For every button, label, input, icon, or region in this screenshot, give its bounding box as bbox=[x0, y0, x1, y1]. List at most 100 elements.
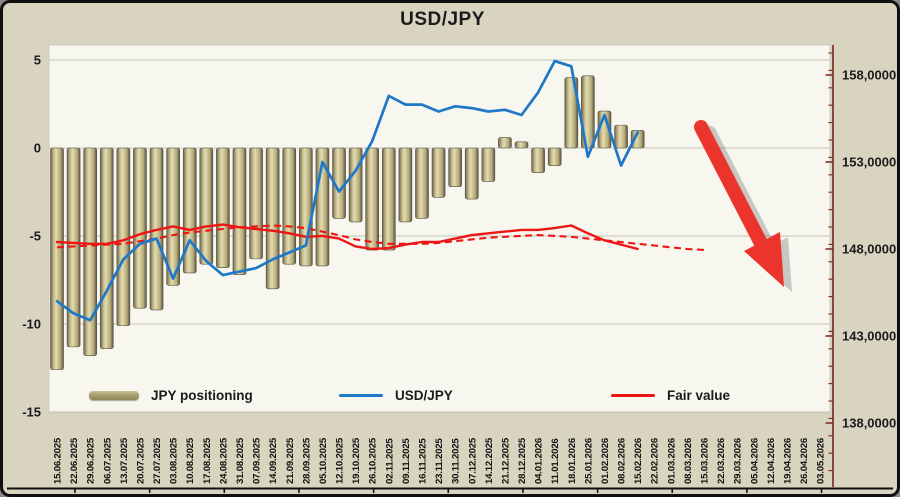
red-down-arrow-icon bbox=[694, 120, 792, 292]
x-axis-labels: 15.06.2025 22.06.2025 29.06.2025 06.07.2025… bbox=[53, 437, 827, 484]
x-axis-label: 04.01.2026 bbox=[534, 438, 545, 484]
legend-item-usdjpy: USD/JPY bbox=[339, 385, 453, 405]
x-axis-label: 03.08.2025 bbox=[169, 437, 180, 484]
bar-jpy-positioning bbox=[547, 147, 562, 166]
x-axis-label: 03.05.2026 bbox=[816, 438, 827, 484]
x-axis-label: 19.10.2025 bbox=[351, 437, 362, 484]
bar-jpy-positioning bbox=[182, 147, 197, 274]
x-axis-label: 16.11.2025 bbox=[417, 438, 428, 484]
legend-item-jpy-positioning: JPY positioning bbox=[89, 385, 253, 405]
x-axis-label: 10.08.2025 bbox=[185, 437, 196, 484]
jpy-positioning-swatch-icon bbox=[89, 390, 139, 400]
bar-jpy-positioning bbox=[514, 141, 529, 149]
x-axis-label: 09.11.2025 bbox=[401, 438, 412, 484]
bar-jpy-positioning bbox=[365, 147, 380, 251]
x-axis-label: 12.04.2026 bbox=[766, 438, 777, 484]
bar-jpy-positioning bbox=[265, 147, 280, 290]
x-axis-label: 22.06.2025 bbox=[69, 437, 80, 484]
bar-jpy-positioning bbox=[398, 147, 413, 223]
x-axis-label: 17.08.2025 bbox=[202, 437, 213, 484]
x-axis-label: 08.02.2026 bbox=[617, 438, 628, 484]
bar-jpy-positioning bbox=[415, 147, 429, 219]
bar-jpy-positioning bbox=[249, 147, 263, 260]
arrow-shaft bbox=[694, 120, 774, 262]
x-axis-label: 31.08.2025 bbox=[235, 437, 246, 484]
legend-label: USD/JPY bbox=[395, 387, 453, 403]
x-axis-label: 07.09.2025 bbox=[252, 437, 263, 484]
right-axis-label: 143,0000 bbox=[842, 329, 896, 344]
bar-jpy-positioning bbox=[481, 147, 496, 182]
bar-jpy-positioning bbox=[381, 147, 396, 251]
left-axis-label: -15 bbox=[22, 405, 41, 420]
bar-jpy-positioning bbox=[564, 77, 579, 149]
x-axis-label: 21.12.2025 bbox=[500, 437, 511, 484]
x-axis-label: 26.10.2025 bbox=[368, 437, 379, 484]
x-axis-label: 22.03.2026 bbox=[716, 438, 727, 484]
x-axis-label: 07.12.2025 bbox=[467, 437, 478, 484]
x-axis-label: 06.07.2025 bbox=[102, 437, 113, 484]
x-axis-label: 14.09.2025 bbox=[268, 437, 279, 484]
bar-jpy-positioning bbox=[282, 147, 297, 265]
x-axis-label: 15.02.2026 bbox=[633, 438, 644, 484]
bar-jpy-positioning bbox=[498, 137, 512, 149]
legend-label: JPY positioning bbox=[151, 387, 253, 403]
x-axis-label: 15.06.2025 bbox=[53, 437, 64, 484]
left-axis-label: 5 bbox=[34, 53, 41, 68]
x-axis-label: 22.02.2026 bbox=[650, 438, 661, 484]
right-axis-label: 153,0000 bbox=[842, 155, 896, 170]
bar-jpy-positioning bbox=[199, 147, 214, 265]
right-axis-label: 138,0000 bbox=[842, 416, 896, 431]
bar-jpy-positioning bbox=[99, 147, 114, 349]
x-axis-label: 02.11.2025 bbox=[384, 438, 395, 484]
x-axis-label: 25.01.2026 bbox=[583, 438, 594, 484]
bar-jpy-positioning bbox=[630, 130, 645, 149]
x-axis-label: 21.09.2025 bbox=[285, 437, 296, 484]
bar-jpy-positioning bbox=[116, 147, 131, 327]
bar-jpy-positioning bbox=[133, 147, 147, 309]
x-axis-label: 01.03.2026 bbox=[666, 438, 677, 484]
chart-title: USD/JPY bbox=[400, 9, 485, 30]
x-axis-label: 05.10.2025 bbox=[318, 437, 329, 484]
left-axis-label: -10 bbox=[22, 317, 41, 332]
x-axis-label: 29.03.2026 bbox=[733, 438, 744, 484]
x-axis-label: 01.02.2026 bbox=[600, 438, 611, 484]
bar-jpy-positioning bbox=[50, 147, 64, 371]
bar-jpy-positioning bbox=[83, 147, 97, 356]
bar-jpy-positioning bbox=[348, 147, 363, 223]
x-axis-label: 23.11.2025 bbox=[434, 438, 445, 484]
x-axis-label: 29.06.2025 bbox=[86, 437, 97, 484]
x-axis-label: 24.08.2025 bbox=[218, 437, 229, 484]
usdjpy-line-swatch-icon bbox=[339, 393, 383, 397]
bar-jpy-positioning bbox=[166, 147, 180, 286]
bar-jpy-positioning bbox=[531, 147, 545, 173]
bar-jpy-positioning bbox=[431, 147, 446, 198]
legend-label: Fair value bbox=[667, 387, 731, 403]
x-axis-label: 20.07.2025 bbox=[135, 437, 146, 484]
x-axis-label: 28.12.2025 bbox=[517, 437, 528, 484]
usdjpy-line bbox=[55, 59, 640, 322]
right-axis: 158,0000 153,0000 148,0000 143,0000 138,0000 bbox=[825, 45, 896, 487]
bar-jpy-positioning bbox=[464, 147, 479, 200]
x-axis-label: 27.07.2025 bbox=[152, 437, 163, 484]
x-axis-label: 19.04.2026 bbox=[782, 438, 793, 484]
x-axis-label: 12.10.2025 bbox=[335, 437, 346, 484]
arrow-head bbox=[744, 232, 784, 287]
bar-jpy-positioning bbox=[216, 147, 230, 268]
fair-value-line bbox=[55, 223, 639, 251]
bar-jpy-positioning bbox=[614, 124, 628, 149]
x-axis-label: 18.01.2026 bbox=[567, 438, 578, 484]
left-axis-label: -5 bbox=[29, 229, 41, 244]
usdjpy-combo-chart: 158,0000 153,0000 148,0000 143,0000 138,0000… bbox=[7, 44, 896, 493]
fair-value-dashed-line bbox=[56, 224, 705, 251]
x-axis-label: 14.12.2025 bbox=[484, 437, 495, 484]
x-axis-label: 05.04.2026 bbox=[749, 438, 760, 484]
x-axis-label: 30.11.2025 bbox=[451, 438, 462, 484]
x-axis-label: 11.01.2026 bbox=[550, 439, 561, 485]
x-axis-label: 15.03.2026 bbox=[700, 438, 711, 484]
legend-item-fair-value: Fair value bbox=[611, 385, 730, 405]
x-axis-label: 08.03.2026 bbox=[683, 438, 694, 484]
fair-value-line-swatch-icon bbox=[611, 393, 655, 397]
left-axis-label: 0 bbox=[34, 141, 41, 156]
x-axis-label: 28.09.2025 bbox=[301, 437, 312, 484]
